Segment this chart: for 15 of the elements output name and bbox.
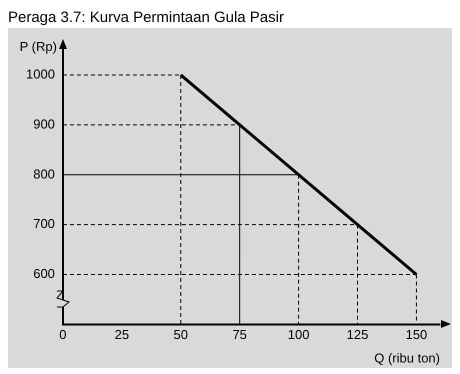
y-tick-label: 1000	[26, 66, 55, 82]
y-tick-label: 700	[33, 216, 55, 232]
y-axis-title: P (Rp)	[20, 39, 57, 54]
x-tick-label: 75	[232, 326, 247, 342]
chart-title: Peraga 3.7: Kurva Permintaan Gula Pasir	[8, 8, 285, 28]
y-tick-label: 600	[33, 266, 55, 282]
x-tick-label: 50	[174, 326, 188, 342]
x-tick-label: 25	[114, 326, 130, 342]
x-axis-title: Q (ribu ton)	[374, 350, 440, 366]
x-tick-label: 100	[288, 326, 310, 342]
x-tick-label: 125	[346, 326, 368, 342]
x-tick-label: 150	[406, 326, 428, 342]
x-tick-label: 0	[59, 326, 67, 342]
y-tick-label: 800	[33, 166, 55, 182]
y-tick-label: 900	[33, 116, 55, 132]
